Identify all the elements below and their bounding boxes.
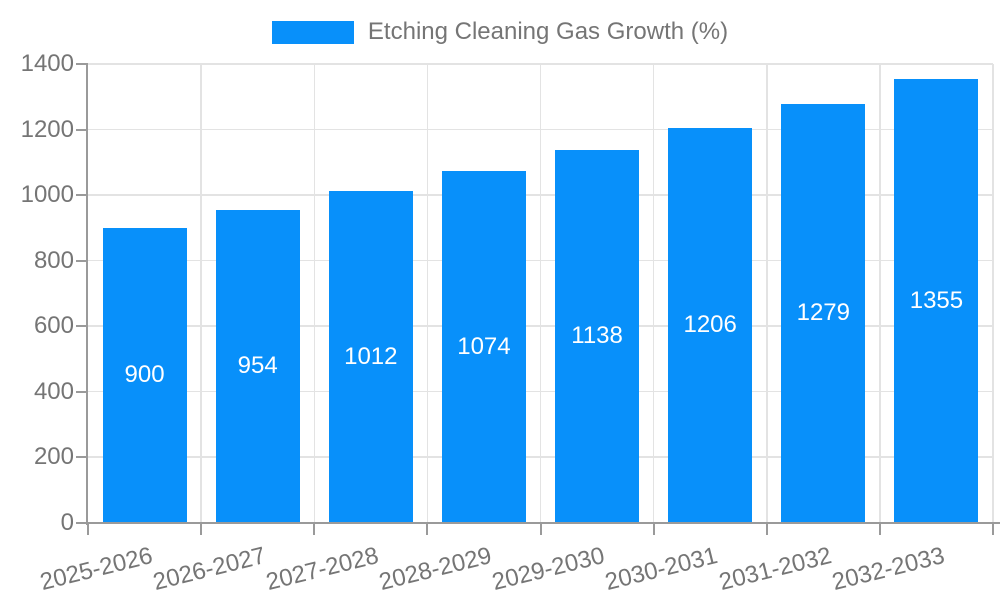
bar-value-label: 900 (124, 361, 165, 389)
x-tick (313, 522, 316, 535)
y-tick (76, 259, 88, 262)
x-tick-label: 2031-2032 (715, 542, 834, 596)
x-tick-label: 2032-2033 (829, 542, 947, 596)
bar-value-label: 1012 (344, 342, 398, 370)
bar (668, 127, 753, 523)
bar (441, 170, 526, 523)
x-tick (200, 522, 203, 535)
y-axis-line (86, 64, 88, 525)
x-gridline (200, 64, 202, 523)
x-tick (539, 522, 542, 535)
y-tick-label: 0 (60, 508, 74, 536)
x-gridline (652, 64, 655, 523)
y-tick-label: 1000 (20, 181, 74, 208)
x-gridline (766, 64, 768, 523)
legend-swatch (271, 20, 354, 44)
y-tick-label: 800 (33, 246, 74, 274)
bar (781, 103, 866, 523)
bar-value-label: 1206 (683, 311, 737, 339)
x-tick-label: 2027-2028 (263, 542, 382, 596)
y-tick-label: 1200 (20, 115, 74, 143)
x-gridline (879, 64, 881, 523)
x-tick-label: 2030-2031 (602, 542, 721, 596)
x-gridline (426, 64, 429, 523)
y-tick-label: 600 (33, 312, 74, 339)
x-tick (878, 522, 881, 535)
y-tick-label: 1400 (20, 50, 74, 77)
bar-value-label: 1355 (909, 286, 964, 314)
y-tick-label: 400 (33, 377, 74, 405)
x-tick-label: 2026-2027 (150, 542, 269, 596)
x-tick-label: 2025-2026 (37, 542, 156, 596)
x-tick (992, 522, 994, 535)
bar (328, 191, 413, 523)
bar-value-label: 1138 (571, 322, 623, 350)
y-tick (76, 128, 88, 131)
x-tick-label: 2028-2029 (376, 542, 495, 596)
x-gridline (992, 64, 994, 523)
y-tick (76, 456, 88, 458)
y-tick (76, 390, 88, 393)
x-tick-label: 2029-2030 (489, 542, 608, 596)
legend-label: Etching Cleaning Gas Growth (%) (367, 18, 729, 45)
x-tick (426, 522, 429, 535)
x-gridline (313, 64, 315, 523)
bar (894, 78, 979, 523)
x-tick (765, 522, 768, 535)
legend: Etching Cleaning Gas Growth (%) (0, 18, 1000, 46)
bar-value-label: 954 (237, 352, 278, 380)
y-tick (76, 63, 88, 65)
bar-value-label: 1074 (457, 332, 511, 360)
y-tick (76, 194, 88, 196)
x-axis-line (76, 521, 1000, 524)
bar (555, 149, 640, 523)
x-tick (652, 522, 655, 535)
bar (215, 210, 300, 523)
x-gridline (539, 64, 542, 523)
x-tick (87, 522, 89, 535)
bar-value-label: 1279 (796, 299, 850, 327)
bar (102, 227, 187, 523)
y-tick (76, 325, 88, 327)
y-tick-label: 200 (33, 443, 74, 470)
